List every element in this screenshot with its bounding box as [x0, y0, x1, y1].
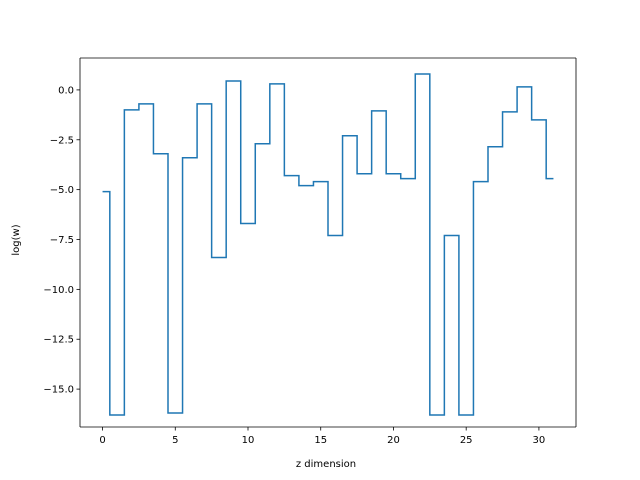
x-tick-label: 20 — [387, 435, 400, 446]
y-tick-label: −10.0 — [43, 285, 74, 296]
y-axis-label: log(w) — [11, 224, 22, 255]
y-tick-label: 0.0 — [58, 85, 74, 96]
series-line — [102, 73, 554, 416]
plot-area — [102, 73, 554, 416]
x-tick-label: 5 — [172, 435, 178, 446]
x-tick-label: 0 — [99, 435, 105, 446]
y-tick-label: −5.0 — [50, 185, 74, 196]
y-tick-label: −7.5 — [50, 235, 74, 246]
x-tick-label: 25 — [460, 435, 473, 446]
x-tick-label: 30 — [533, 435, 546, 446]
y-tick-label: −2.5 — [50, 135, 74, 146]
x-tick-label: 15 — [314, 435, 327, 446]
y-tick-label: −15.0 — [43, 385, 74, 396]
x-tick-label: 10 — [242, 435, 255, 446]
axes: 0 5 10 15 20 25 30 0.0 −2.5 −5.0 −7.5 −10.0 −12.5 −15… — [43, 57, 577, 446]
x-axis-label: z dimension — [296, 459, 356, 470]
y-tick-label: −12.5 — [43, 335, 74, 346]
